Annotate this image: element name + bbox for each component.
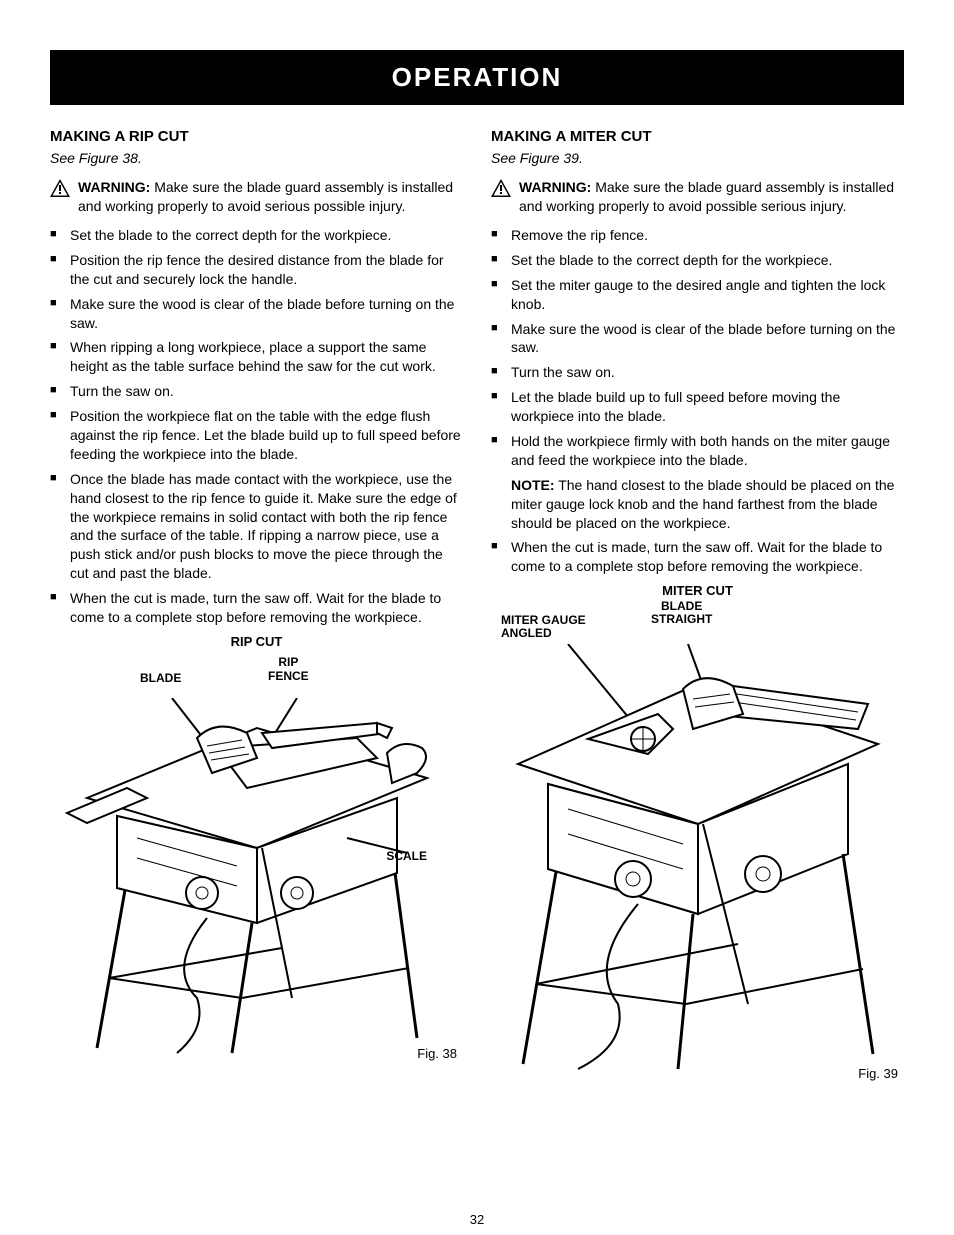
list-item: Turn the saw on. — [491, 363, 904, 382]
rip-cut-fig-title: RIP CUT — [50, 633, 463, 651]
list-item: When the cut is made, turn the saw off. … — [50, 589, 463, 627]
note-body: The hand closest to the blade should be … — [511, 477, 894, 531]
miter-cut-fig-title: MITER CUT — [491, 582, 904, 600]
right-column: MAKING A MITER CUT See Figure 39. WARNIN… — [491, 127, 904, 1082]
list-item: Hold the workpiece firmly with both hand… — [491, 432, 904, 470]
warning-icon — [50, 179, 70, 197]
section-banner: OPERATION — [50, 50, 904, 105]
fig38-caption: Fig. 38 — [417, 1045, 457, 1063]
list-item: When the cut is made, turn the saw off. … — [491, 538, 904, 576]
label-scale: SCALE — [386, 848, 427, 864]
note-label: NOTE: — [511, 477, 555, 493]
warning-icon — [491, 179, 511, 197]
miter-cut-fig-labels: BLADE STRAIGHT MITER GAUGE ANGLED — [491, 600, 904, 644]
miter-cut-note: NOTE: The hand closest to the blade shou… — [491, 476, 904, 533]
miter-cut-see-figure: See Figure 39. — [491, 149, 904, 168]
list-item: Let the blade build up to full speed bef… — [491, 388, 904, 426]
miter-cut-warning: WARNING: Make sure the blade guard assem… — [491, 178, 904, 216]
list-item: Remove the rip fence. — [491, 226, 904, 245]
rip-cut-title: MAKING A RIP CUT — [50, 127, 463, 147]
list-item: Make sure the wood is clear of the blade… — [50, 295, 463, 333]
miter-cut-figure: MITER CUT BLADE STRAIGHT MITER GAUGE ANG… — [491, 582, 904, 1082]
list-item: Make sure the wood is clear of the blade… — [491, 320, 904, 358]
content-columns: MAKING A RIP CUT See Figure 38. WARNING:… — [50, 127, 904, 1082]
list-item: Set the blade to the correct depth for t… — [491, 251, 904, 270]
miter-cut-steps-a: Remove the rip fence. Set the blade to t… — [491, 226, 904, 470]
miter-cut-warning-text: WARNING: Make sure the blade guard assem… — [519, 178, 904, 216]
miter-cut-steps-b: When the cut is made, turn the saw off. … — [491, 538, 904, 576]
rip-cut-warning: WARNING: Make sure the blade guard assem… — [50, 178, 463, 216]
list-item: Position the rip fence the desired dista… — [50, 251, 463, 289]
rip-cut-illustration — [57, 698, 457, 1058]
list-item: Turn the saw on. — [50, 382, 463, 401]
miter-cut-title: MAKING A MITER CUT — [491, 127, 904, 147]
label-miter-gauge-angled: MITER GAUGE ANGLED — [501, 614, 586, 640]
warning-label: WARNING: — [519, 179, 591, 195]
rip-cut-steps: Set the blade to the correct depth for t… — [50, 226, 463, 627]
rip-cut-fig-labels: BLADE RIP FENCE — [50, 650, 463, 698]
warning-label: WARNING: — [78, 179, 150, 195]
fig39-caption: Fig. 39 — [858, 1065, 898, 1083]
rip-cut-see-figure: See Figure 38. — [50, 149, 463, 168]
label-blade: BLADE — [140, 672, 181, 685]
left-column: MAKING A RIP CUT See Figure 38. WARNING:… — [50, 127, 463, 1082]
list-item: Position the workpiece flat on the table… — [50, 407, 463, 464]
label-rip-fence: RIP FENCE — [268, 656, 309, 682]
miter-cut-illustration — [498, 644, 898, 1074]
label-blade-straight: BLADE STRAIGHT — [651, 600, 712, 626]
list-item: Set the miter gauge to the desired angle… — [491, 276, 904, 314]
list-item: When ripping a long workpiece, place a s… — [50, 338, 463, 376]
list-item: Once the blade has made contact with the… — [50, 470, 463, 583]
page-number: 32 — [0, 1211, 954, 1229]
rip-cut-warning-text: WARNING: Make sure the blade guard assem… — [78, 178, 463, 216]
list-item: Set the blade to the correct depth for t… — [50, 226, 463, 245]
rip-cut-figure: RIP CUT BLADE RIP FENCE — [50, 633, 463, 1063]
